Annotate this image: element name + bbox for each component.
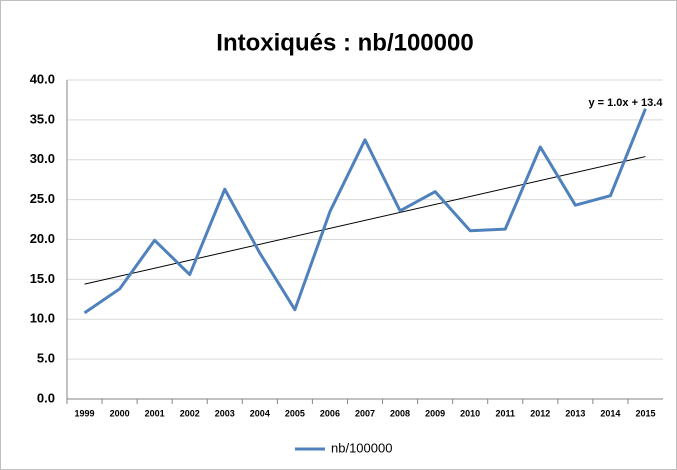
y-tick-label: 25.0 xyxy=(30,191,55,206)
x-tick-label: 2001 xyxy=(145,408,165,418)
line-series xyxy=(83,108,647,315)
x-tick-label: 2010 xyxy=(460,408,480,418)
y-tick-label: 15.0 xyxy=(30,271,55,286)
x-tick-label: 2008 xyxy=(390,408,410,418)
y-tick-label: 20.0 xyxy=(30,231,55,246)
x-tick-label: 2002 xyxy=(180,408,200,418)
y-tick-label: 30.0 xyxy=(30,151,55,166)
legend-label: nb/100000 xyxy=(331,440,392,455)
x-tick-label: 2007 xyxy=(355,408,375,418)
x-tick-label: 2006 xyxy=(320,408,340,418)
y-tick-label: 5.0 xyxy=(37,351,55,366)
x-tick-label: 1999 xyxy=(75,408,95,418)
y-tick-label: 0.0 xyxy=(37,390,55,405)
y-tick-label: 40.0 xyxy=(30,71,55,86)
y-tick-label: 35.0 xyxy=(30,111,55,126)
trendline-label: y = 1.0x + 13.4 xyxy=(588,97,663,109)
x-tick-label: 2015 xyxy=(635,408,655,418)
chart-title: Intoxiqués : nb/100000 xyxy=(216,29,473,56)
y-tick-label: 10.0 xyxy=(30,311,55,326)
x-tick-label: 2003 xyxy=(215,408,235,418)
x-tick-label: 2004 xyxy=(250,408,270,418)
x-tick-label: 2012 xyxy=(530,408,550,418)
x-tick-label: 2011 xyxy=(495,408,515,418)
x-tick-label: 2000 xyxy=(110,408,130,418)
x-tick-label: 2005 xyxy=(285,408,305,418)
x-tick-label: 2009 xyxy=(425,408,445,418)
x-tick-label: 2013 xyxy=(565,408,585,418)
x-tick-label: 2014 xyxy=(600,408,620,418)
